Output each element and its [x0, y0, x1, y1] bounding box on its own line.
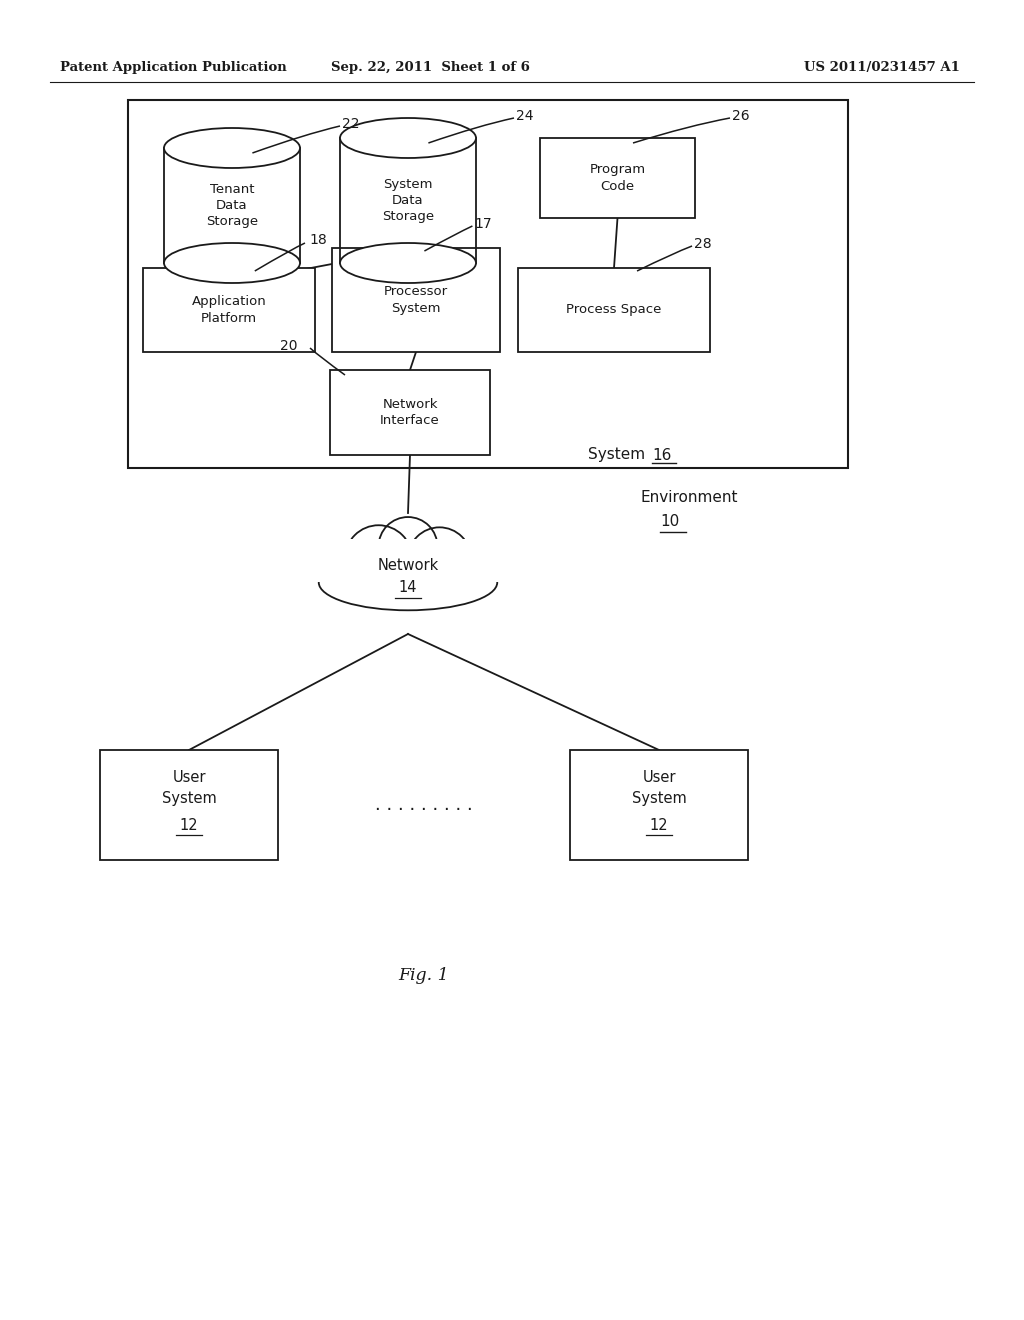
Text: Environment: Environment [640, 491, 737, 506]
Bar [340, 139, 476, 263]
Text: 17: 17 [474, 216, 492, 231]
Text: 18: 18 [310, 234, 328, 247]
Text: 20: 20 [280, 339, 298, 352]
Text: 28: 28 [694, 238, 712, 251]
Bar [330, 370, 490, 455]
Text: Application
Platform: Application Platform [191, 294, 266, 325]
Text: Program
Code: Program Code [590, 162, 645, 193]
Ellipse shape [340, 243, 476, 282]
Circle shape [435, 548, 489, 602]
Text: 22: 22 [342, 117, 359, 131]
Text: System: System [588, 447, 650, 462]
Bar [518, 268, 710, 352]
Bar [332, 248, 500, 352]
Bar [308, 564, 508, 607]
Bar [570, 750, 748, 861]
Text: 16: 16 [652, 447, 672, 462]
Text: System: System [632, 792, 686, 807]
Text: User: User [172, 770, 206, 784]
Text: System
Data
Storage: System Data Storage [382, 178, 434, 223]
Text: Processor
System: Processor System [384, 285, 449, 315]
Text: US 2011/0231457 A1: US 2011/0231457 A1 [804, 62, 961, 74]
Text: Network
Interface: Network Interface [380, 397, 440, 428]
Ellipse shape [164, 243, 300, 282]
Bar [143, 268, 315, 352]
Text: 14: 14 [398, 581, 417, 595]
Text: Process Space: Process Space [566, 304, 662, 317]
Ellipse shape [318, 554, 498, 610]
Ellipse shape [164, 128, 300, 168]
Ellipse shape [340, 117, 476, 158]
Text: Patent Application Publication: Patent Application Publication [60, 62, 287, 74]
Text: System: System [162, 792, 216, 807]
Text: 12: 12 [179, 817, 199, 833]
Text: 10: 10 [660, 515, 679, 529]
Text: Fig. 1: Fig. 1 [398, 966, 450, 983]
Text: User: User [642, 770, 676, 784]
Circle shape [408, 528, 471, 590]
Circle shape [379, 517, 437, 576]
Bar [100, 750, 278, 861]
Bar [128, 100, 848, 469]
Text: 26: 26 [732, 110, 750, 123]
Text: 24: 24 [516, 110, 534, 123]
Circle shape [345, 525, 413, 593]
Text: Tenant
Data
Storage: Tenant Data Storage [206, 183, 258, 228]
Text: Network: Network [378, 557, 438, 573]
Bar [540, 139, 695, 218]
Text: Sep. 22, 2011  Sheet 1 of 6: Sep. 22, 2011 Sheet 1 of 6 [331, 62, 529, 74]
Bar [164, 148, 300, 263]
Text: . . . . . . . . .: . . . . . . . . . [375, 796, 473, 814]
Circle shape [326, 548, 381, 602]
Bar [308, 539, 508, 582]
Text: 12: 12 [649, 817, 669, 833]
